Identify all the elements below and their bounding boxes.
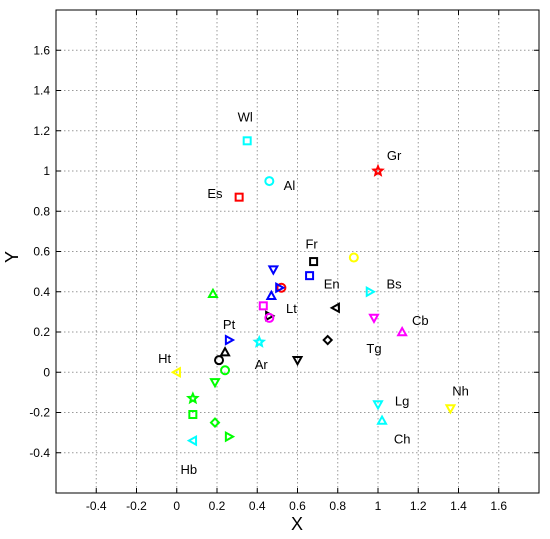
scatter-point-triangle-down <box>291 355 304 367</box>
scatter-point-star <box>185 391 200 405</box>
y-tick-label: 1 <box>43 164 50 178</box>
axis-ticks <box>56 10 539 493</box>
y-tick-label: -0.2 <box>29 406 50 420</box>
scatter-point-star <box>371 163 385 177</box>
point-label: Es <box>207 186 223 201</box>
x-tick-label: 1.2 <box>410 499 427 513</box>
x-tick-label: 1 <box>375 499 382 513</box>
point-label: Ht <box>158 351 171 366</box>
x-tick-label: 1.4 <box>450 499 467 513</box>
scatter-point-diamond <box>322 334 334 346</box>
point-label: Lt <box>286 301 297 316</box>
point-label: Nh <box>452 383 469 398</box>
y-tick-label: 1.2 <box>33 124 50 138</box>
scatter-point-triangle-down <box>372 400 384 411</box>
point-label: En <box>324 277 340 292</box>
x-tick-label: 0.2 <box>209 499 226 513</box>
scatter-point-triangle-left <box>186 434 198 447</box>
scatter-point-square <box>309 257 319 267</box>
scatter-point-triangle-left <box>329 302 340 314</box>
point-label: Al <box>284 178 296 193</box>
tick-labels: -0.4 -0.2 0 0.2 0.4 0.6 0.8 1 1.2 1.4 1.6 -0.4 -0.2 0… <box>29 43 507 513</box>
y-axis-label: Y <box>2 251 22 263</box>
x-tick-label: -0.2 <box>126 499 147 513</box>
scatter-point-circle <box>348 252 359 263</box>
scatter-point-triangle-down <box>267 265 280 276</box>
point-label: Ch <box>394 432 411 447</box>
point-label: Wl <box>238 110 253 125</box>
scatter-point-triangle-down <box>444 404 457 415</box>
point-label: Gr <box>387 148 402 163</box>
scatter-point-triangle-down <box>368 313 380 324</box>
scatter-point-triangle-up <box>219 346 231 357</box>
point-label: Cb <box>412 313 429 328</box>
scatter-point-triangle-right <box>224 334 236 346</box>
x-tick-label: 0.6 <box>289 499 306 513</box>
scatter-point-triangle-up <box>265 289 278 300</box>
x-tick-label: 0.8 <box>329 499 346 513</box>
scatter-point-circle <box>220 365 231 376</box>
x-axis-label: X <box>291 514 303 534</box>
y-tick-label: 0.8 <box>33 204 50 218</box>
y-tick-label: 0 <box>43 365 50 379</box>
scatter-point-star <box>252 334 267 348</box>
scatter-point-square <box>242 136 252 146</box>
x-tick-label: -0.4 <box>86 499 107 513</box>
point-label: Pt <box>223 317 236 332</box>
y-tick-label: 1.6 <box>33 43 50 57</box>
point-label: Bs <box>387 277 403 292</box>
scatter-point-triangle-left <box>170 366 181 378</box>
point-label: Fr <box>305 236 318 251</box>
point-label: Tg <box>366 341 381 356</box>
scatter-point-diamond <box>209 417 221 428</box>
data-points <box>170 136 457 447</box>
point-label: Hb <box>181 462 198 477</box>
x-tick-label: 1.6 <box>490 499 507 513</box>
scatter-point-triangle-up <box>396 325 408 337</box>
y-tick-label: 0.2 <box>33 325 50 339</box>
scatter-point-triangle-down <box>209 378 221 389</box>
scatter-point-square <box>305 271 315 281</box>
y-tick-label: 1.4 <box>33 84 50 98</box>
scatter-point-triangle-up <box>376 414 388 425</box>
y-tick-label: -0.4 <box>29 446 50 460</box>
y-tick-label: 0.4 <box>33 285 50 299</box>
scatter-point-triangle-right <box>275 282 286 294</box>
y-tick-label: 0.6 <box>33 245 50 259</box>
point-label: Lg <box>395 393 409 408</box>
x-tick-label: 0.4 <box>249 499 266 513</box>
point-label: Ar <box>255 357 269 372</box>
scatter-point-triangle-up <box>207 287 219 298</box>
scatter-point-circle <box>264 176 275 187</box>
grid-lines <box>56 10 539 493</box>
plot-frame <box>55 9 540 494</box>
scatter-point-circle <box>214 355 225 366</box>
scatter-point-square <box>258 301 268 311</box>
scatter-point-square <box>234 192 244 202</box>
point-labels: Wl Gr Es Al Fr En Bs Lt Cb Pt Tg Ht Ar Nh Lg Ch Hb <box>158 110 469 477</box>
x-tick-label: 0 <box>173 499 180 513</box>
scatter-point-circle <box>264 312 275 323</box>
scatter-point-square <box>188 410 198 420</box>
scatter-point-triangle-right <box>365 286 377 298</box>
scatter-point-triangle-right <box>224 430 236 443</box>
